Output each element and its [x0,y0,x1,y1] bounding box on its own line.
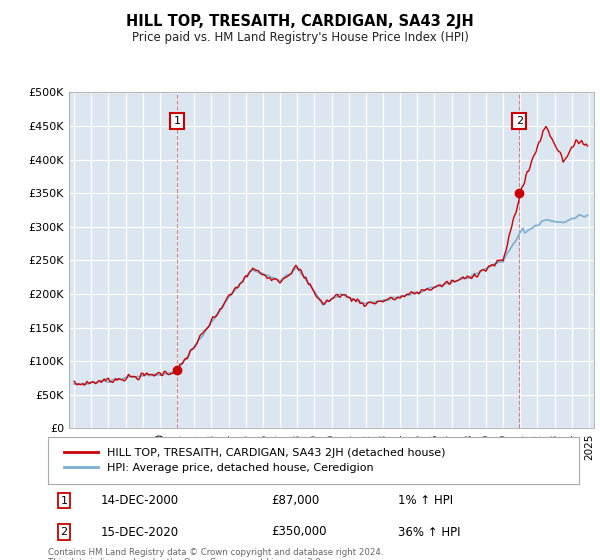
Text: 1: 1 [173,116,181,126]
Text: 1: 1 [61,496,67,506]
Text: £87,000: £87,000 [271,494,319,507]
Text: 15-DEC-2020: 15-DEC-2020 [101,525,179,539]
Text: Contains HM Land Registry data © Crown copyright and database right 2024.
This d: Contains HM Land Registry data © Crown c… [48,548,383,560]
Text: 36% ↑ HPI: 36% ↑ HPI [398,525,461,539]
Text: Price paid vs. HM Land Registry's House Price Index (HPI): Price paid vs. HM Land Registry's House … [131,31,469,44]
Legend: HILL TOP, TRESAITH, CARDIGAN, SA43 2JH (detached house), HPI: Average price, det: HILL TOP, TRESAITH, CARDIGAN, SA43 2JH (… [59,442,451,479]
Text: 2: 2 [516,116,523,126]
Text: HILL TOP, TRESAITH, CARDIGAN, SA43 2JH: HILL TOP, TRESAITH, CARDIGAN, SA43 2JH [126,14,474,29]
Text: £350,000: £350,000 [271,525,326,539]
Text: 2: 2 [61,527,67,537]
Text: 14-DEC-2000: 14-DEC-2000 [101,494,179,507]
Text: 1% ↑ HPI: 1% ↑ HPI [398,494,454,507]
